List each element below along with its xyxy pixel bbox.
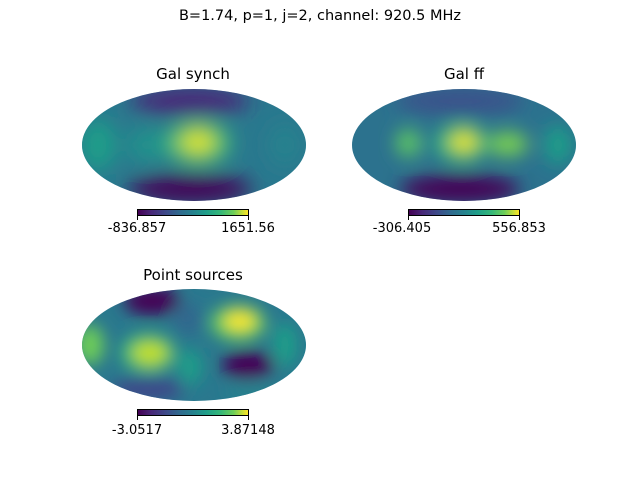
map-gal-synch xyxy=(82,89,306,201)
colorbar-tick-min xyxy=(137,416,138,420)
colorbar-min-label: -836.857 xyxy=(107,221,167,236)
colorbar-gal-ff xyxy=(408,209,520,216)
colorbar-tick-min xyxy=(408,216,409,220)
panel-title-gal-synch: Gal synch xyxy=(156,65,230,83)
colorbar-max-label: 556.853 xyxy=(492,221,546,236)
map-point-sources xyxy=(82,289,306,401)
panel-title-gal-ff: Gal ff xyxy=(443,65,485,83)
colorbar-tick-max xyxy=(519,216,520,220)
colorbar-gal-synch xyxy=(137,209,249,216)
figure-title: B=1.74, p=1, j=2, channel: 920.5 MHz xyxy=(178,8,462,24)
colorbar-tick-max xyxy=(248,416,249,420)
colorbar-max-label: 1651.56 xyxy=(221,221,275,236)
map-gal-ff xyxy=(352,89,576,201)
colorbar-min-label: -306.405 xyxy=(372,221,432,236)
colorbar-max-label: 3.87148 xyxy=(221,423,275,438)
panel-title-point-sources: Point sources xyxy=(143,266,243,284)
colorbar-tick-min xyxy=(137,216,138,220)
colorbar-min-label: -3.0517 xyxy=(111,423,163,438)
colorbar-point-sources xyxy=(137,409,249,416)
colorbar-tick-max xyxy=(248,216,249,220)
